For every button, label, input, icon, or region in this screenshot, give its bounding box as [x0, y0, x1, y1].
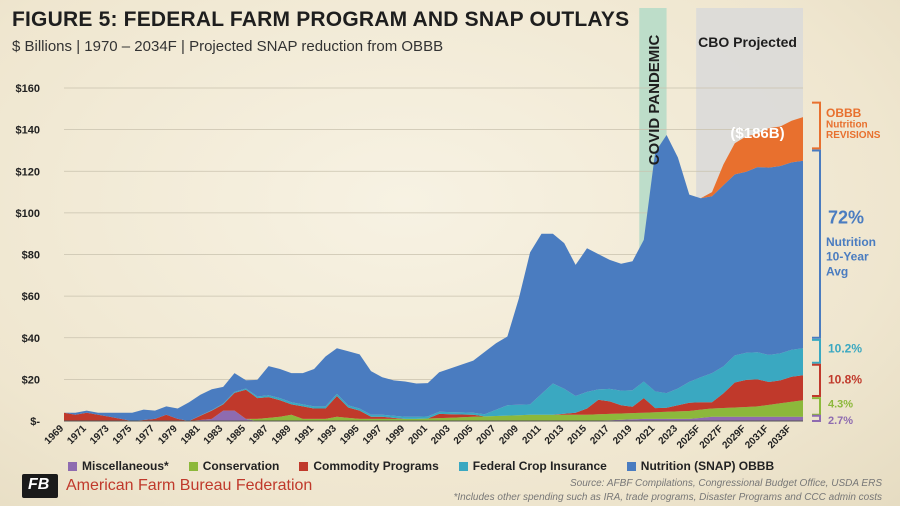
- nutrition-label-3: Avg: [826, 264, 848, 278]
- y-tick-label: $100: [16, 208, 40, 220]
- x-tick-label: 1989: [270, 423, 294, 447]
- x-tick-label: 2033F: [766, 423, 794, 451]
- nutrition-pct-label: 72%: [828, 207, 864, 227]
- cbo-projected-label: CBO Projected: [698, 34, 797, 50]
- x-tick-label: 1971: [65, 423, 89, 447]
- area-conservation: [64, 400, 803, 421]
- chart-subtitle: $ Billions | 1970 – 2034F | Projected SN…: [12, 38, 444, 55]
- commodity-bracket: [812, 363, 821, 398]
- x-tick-label: 2017: [588, 423, 612, 447]
- x-tick-label: 2009: [497, 423, 521, 447]
- misc-pct-label: 2.7%: [828, 415, 853, 427]
- x-tick-label: 2005: [452, 423, 476, 447]
- area-obbb: [700, 117, 803, 199]
- chart-legend: Miscellaneous* Conservation Commodity Pr…: [68, 459, 774, 473]
- legend-swatch-misc: [68, 461, 77, 471]
- x-tick-label: 1999: [384, 423, 408, 447]
- legend-label-crop-insurance: Federal Crop Insurance: [472, 459, 607, 473]
- y-tick-label: $120: [16, 166, 40, 178]
- y-tick-label: $20: [22, 374, 40, 386]
- x-tick-label: 1977: [134, 423, 158, 447]
- obbb-bracket: [812, 101, 821, 150]
- area-misc: [64, 410, 803, 421]
- x-tick-label: 2019: [611, 423, 635, 447]
- legend-swatch-conservation: [188, 461, 198, 471]
- x-tick-label: 1981: [179, 423, 203, 447]
- obbb-bracket-label-2: Nutrition: [826, 120, 868, 131]
- crop-insurance-bracket: [812, 338, 821, 364]
- x-tick-label: 2007: [475, 423, 499, 447]
- x-tick-label: 2001: [406, 423, 430, 447]
- legend-label-commodity: Commodity Programs: [313, 459, 439, 473]
- area-nutrition: [64, 135, 803, 421]
- conservation-pct-label: 4.3%: [828, 398, 853, 410]
- area-commodity: [64, 375, 803, 421]
- x-tick-label: 2003: [429, 423, 453, 447]
- y-tick-label: $60: [22, 291, 40, 303]
- commodity-pct-label: 10.8%: [828, 373, 862, 387]
- x-tick-label: 2027F: [698, 423, 726, 451]
- x-tick-label: 1995: [338, 423, 362, 447]
- y-tick-label: $160: [16, 83, 40, 95]
- y-tick-label: $140: [16, 125, 40, 137]
- misc-bracket: [812, 414, 821, 422]
- legend-item-crop-insurance: Federal Crop Insurance: [458, 459, 607, 473]
- x-tick-label: 1997: [361, 423, 385, 447]
- legend-label-misc: Miscellaneous*: [82, 459, 169, 473]
- x-tick-label: 1973: [88, 423, 112, 447]
- nutrition-label-2: 10-Year: [826, 250, 869, 264]
- y-tick-label: $-: [30, 416, 40, 428]
- x-tick-label: 1983: [202, 423, 226, 447]
- source-note: Source: AFBF Compilations, Congressional…: [570, 478, 882, 489]
- x-tick-label: 2031F: [743, 423, 771, 451]
- y-tick-label: $80: [22, 250, 40, 262]
- x-tick-label: 2015: [566, 423, 590, 447]
- legend-swatch-commodity: [299, 461, 309, 471]
- obbb-total-label: ($186B): [730, 125, 784, 142]
- x-tick-label: 1985: [225, 423, 249, 447]
- legend-item-commodity: Commodity Programs: [299, 459, 439, 473]
- obbb-bracket-label-1: OBBB: [826, 106, 862, 120]
- legend-item-misc: Miscellaneous*: [68, 459, 169, 473]
- legend-swatch-nutrition: [626, 461, 636, 471]
- x-tick-label: 1993: [315, 423, 339, 447]
- conservation-bracket: [812, 397, 821, 416]
- organization-name: American Farm Bureau Federation: [66, 477, 313, 494]
- x-tick-label: 1979: [156, 423, 180, 447]
- x-tick-label: 1991: [293, 423, 317, 447]
- footnote: *Includes other spending such as IRA, tr…: [453, 492, 882, 503]
- nutrition-label-1: Nutrition: [826, 235, 876, 249]
- legend-label-nutrition: Nutrition (SNAP) OBBB: [640, 459, 775, 473]
- legend-item-conservation: Conservation: [188, 459, 280, 473]
- logo-text: FB: [28, 476, 50, 493]
- y-tick-label: $40: [22, 333, 40, 345]
- x-tick-label: 2013: [543, 423, 567, 447]
- chart-title: FIGURE 5: FEDERAL FARM PROGRAM AND SNAP …: [12, 8, 630, 31]
- x-tick-label: 2011: [521, 423, 544, 446]
- covid-pandemic-label: COVID PANDEMIC: [646, 35, 663, 166]
- crop-insurance-pct-label: 10.2%: [828, 341, 862, 355]
- legend-item-nutrition: Nutrition (SNAP) OBBB: [626, 459, 775, 473]
- legend-swatch-crop-insurance: [458, 461, 468, 471]
- nutrition-bracket: [812, 149, 821, 339]
- fb-logo-icon: FB: [22, 474, 58, 498]
- x-tick-label: 2025F: [675, 423, 703, 451]
- legend-label-conservation: Conservation: [202, 459, 280, 473]
- x-tick-label: 1987: [247, 423, 271, 447]
- x-tick-label: 1969: [43, 423, 67, 447]
- x-tick-label: 2021: [634, 423, 658, 447]
- x-tick-label: 2029F: [720, 423, 748, 451]
- x-tick-label: 1975: [111, 423, 135, 447]
- obbb-bracket-label-3: REVISIONS: [826, 130, 881, 141]
- afbf-logo: FB American Farm Bureau Federation: [22, 474, 312, 498]
- area-crop_insurance: [64, 348, 803, 421]
